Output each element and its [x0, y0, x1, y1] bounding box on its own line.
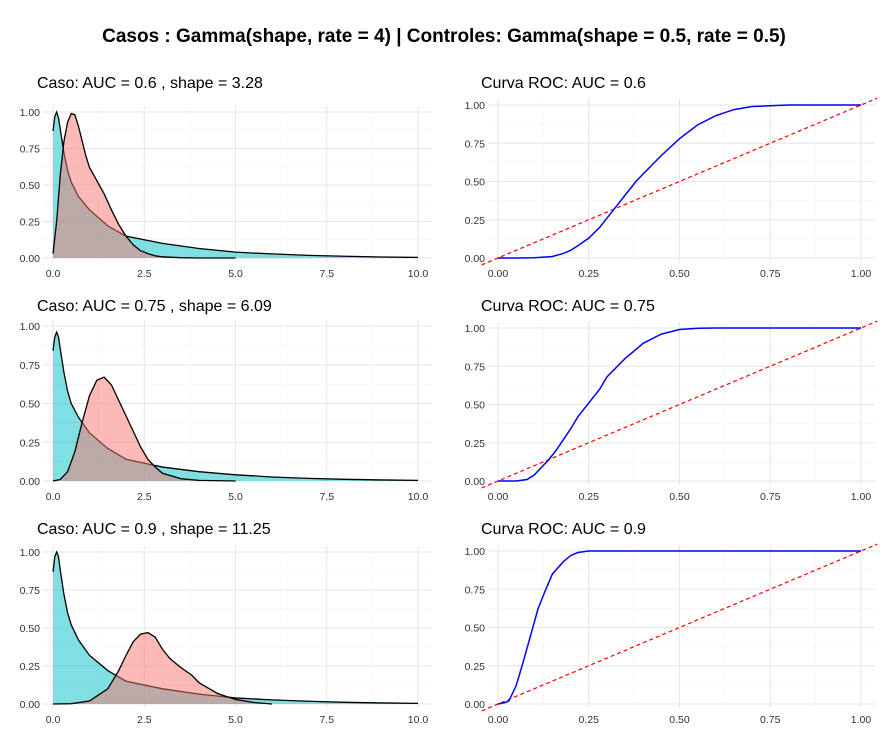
y-tick-label: 0.75	[465, 584, 486, 596]
y-tick-label: 0.00	[465, 253, 486, 265]
x-tick-label: 1.00	[851, 714, 872, 726]
y-tick-label: 0.75	[20, 360, 41, 372]
x-tick-label: 2.5	[137, 268, 152, 280]
y-tick-label: 0.25	[20, 661, 41, 673]
reference-diagonal	[481, 97, 878, 266]
panel-title: Caso: AUC = 0.6 , shape = 3.28	[37, 75, 263, 92]
density-cases-outline	[52, 631, 273, 705]
y-tick-label: 1.00	[465, 546, 486, 558]
x-tick-label: 5.0	[228, 714, 243, 726]
x-tick-label: 0.75	[760, 491, 781, 503]
x-tick-label: 0.00	[488, 268, 509, 280]
y-tick-label: 0.75	[465, 361, 486, 373]
y-tick-label: 1.00	[20, 107, 41, 119]
y-tick-label: 0.50	[465, 177, 486, 189]
x-tick-label: 1.00	[851, 491, 872, 503]
y-tick-label: 0.25	[20, 437, 41, 449]
panel-6: Curva ROC: AUC = 0.9 0.00 0.25 0.50 0.75 1.00…	[465, 521, 878, 726]
y-tick-label: 0.25	[20, 217, 41, 229]
roc-curve	[497, 550, 861, 705]
x-tick-label: 5.0	[228, 268, 243, 280]
x-tick-label: 0.00	[488, 714, 509, 726]
x-tick-label: 7.5	[319, 491, 334, 503]
panels: Caso: AUC = 0.6 , shape = 3.28 0.0 2.5 5.0 7…	[20, 75, 878, 726]
y-tick-label: 0.50	[465, 400, 486, 412]
panel-3: Caso: AUC = 0.75 , shape = 6.09 0.0 2.5 5.0…	[20, 298, 432, 503]
x-tick-label: 10.0	[408, 714, 429, 726]
y-tick-label: 0.75	[465, 138, 486, 150]
x-tick-label: 1.00	[851, 268, 872, 280]
panel-4: Curva ROC: AUC = 0.75 0.00 0.25 0.50 0.75 1.0…	[465, 298, 878, 503]
y-tick-label: 0.25	[465, 661, 486, 673]
density-controls-outline	[52, 550, 419, 705]
y-tick-label: 0.00	[465, 699, 486, 711]
y-tick-label: 0.50	[20, 180, 41, 192]
density-cases-area	[53, 377, 236, 481]
x-tick-label: 0.50	[669, 491, 690, 503]
panel-title: Caso: AUC = 0.75 , shape = 6.09	[37, 298, 272, 315]
y-tick-label: 1.00	[465, 100, 486, 112]
x-tick-label: 0.50	[669, 268, 690, 280]
density-cases-area	[53, 632, 272, 704]
y-tick-label: 0.25	[465, 215, 486, 227]
y-tick-label: 0.00	[20, 253, 41, 265]
panel-1: Caso: AUC = 0.6 , shape = 3.28 0.0 2.5 5.0 7…	[20, 75, 432, 280]
y-tick-label: 0.00	[20, 476, 41, 488]
y-tick-label: 0.50	[20, 623, 41, 635]
x-tick-label: 0.50	[669, 714, 690, 726]
x-tick-label: 0.25	[579, 714, 600, 726]
x-tick-label: 7.5	[319, 268, 334, 280]
x-tick-label: 5.0	[228, 491, 243, 503]
x-tick-label: 0.75	[760, 268, 781, 280]
y-tick-label: 1.00	[20, 547, 41, 559]
panel-title: Caso: AUC = 0.9 , shape = 11.25	[37, 521, 271, 538]
x-tick-label: 0.25	[579, 491, 600, 503]
panel-title: Curva ROC: AUC = 0.9	[481, 521, 646, 538]
y-tick-label: 1.00	[20, 321, 41, 333]
roc-curve	[498, 327, 861, 482]
y-tick-label: 0.00	[465, 476, 486, 488]
y-tick-label: 0.50	[465, 623, 486, 635]
y-tick-label: 0.25	[465, 438, 486, 450]
x-tick-label: 0.25	[579, 268, 600, 280]
x-tick-label: 0.0	[46, 491, 61, 503]
density-cases-area	[53, 113, 236, 259]
x-tick-label: 2.5	[137, 491, 152, 503]
panel-2: Curva ROC: AUC = 0.6 0.00 0.25 0.50 0.75 1.00…	[465, 75, 878, 280]
x-tick-label: 0.75	[760, 714, 781, 726]
x-tick-label: 0.0	[46, 714, 61, 726]
x-tick-label: 10.0	[408, 268, 429, 280]
main-title: Casos : Gamma(shape, rate = 4) | Control…	[102, 26, 786, 47]
roc-curve	[498, 104, 861, 259]
panel-title: Curva ROC: AUC = 0.6	[481, 75, 646, 92]
density-cases-outline	[52, 112, 236, 259]
x-tick-label: 0.0	[46, 268, 61, 280]
density-cases-outline	[52, 376, 236, 482]
density-controls-area	[53, 552, 418, 704]
y-tick-label: 0.75	[20, 144, 41, 156]
y-tick-label: 0.50	[20, 399, 41, 411]
x-tick-label: 7.5	[319, 714, 334, 726]
y-tick-label: 1.00	[465, 323, 486, 335]
reference-diagonal	[481, 543, 878, 712]
x-tick-label: 10.0	[408, 491, 429, 503]
y-tick-label: 0.00	[20, 699, 41, 711]
panel-title: Curva ROC: AUC = 0.75	[481, 298, 655, 315]
x-tick-label: 2.5	[137, 714, 152, 726]
y-tick-label: 0.75	[20, 585, 41, 597]
x-tick-label: 0.00	[488, 491, 509, 503]
panel-5: Caso: AUC = 0.9 , shape = 11.25 0.0 2.5 5.0…	[20, 521, 432, 726]
